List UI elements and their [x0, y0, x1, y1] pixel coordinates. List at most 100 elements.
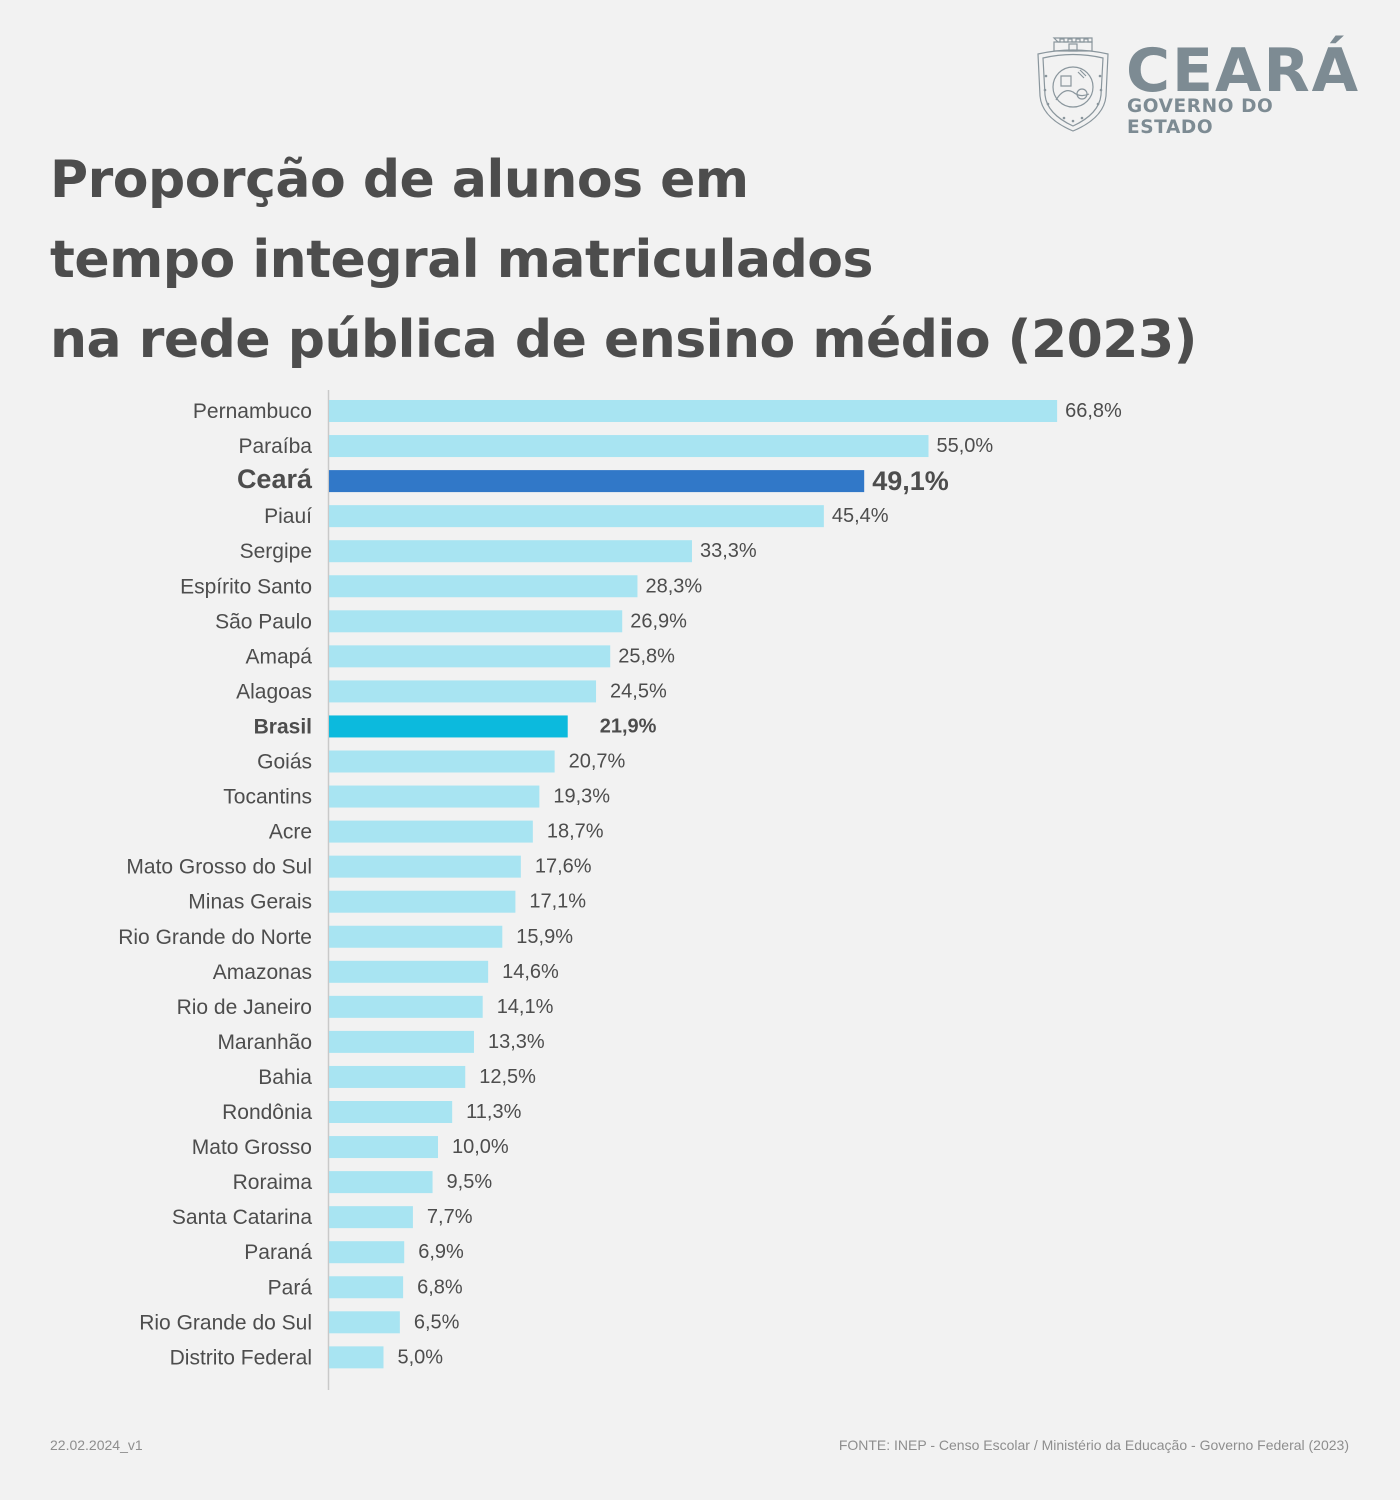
- category-label: Piauí: [264, 505, 312, 528]
- bar: [329, 1206, 413, 1229]
- bar: [329, 715, 568, 738]
- category-label: Rondônia: [222, 1101, 312, 1124]
- bar: [329, 1346, 384, 1369]
- category-label: Sergipe: [240, 540, 312, 563]
- ceara-coat-of-arms-icon: [1037, 37, 1109, 132]
- bar: [329, 1311, 400, 1334]
- category-label: Santa Catarina: [172, 1206, 312, 1229]
- category-label: Mato Grosso do Sul: [126, 856, 312, 879]
- title-line-2: tempo integral matriculados: [50, 230, 873, 290]
- bar-row-alagoas: Alagoas 24,5%: [236, 680, 667, 703]
- title-line-1: Proporção de alunos em: [50, 150, 749, 210]
- value-label: 55,0%: [937, 435, 994, 457]
- bar: [329, 1276, 404, 1299]
- category-label: Distrito Federal: [170, 1346, 312, 1369]
- bar-row-pernambuco: Pernambuco 66,8%: [193, 400, 1122, 423]
- ceara-logo: CEARÁ GOVERNO DO ESTADO: [1034, 32, 1358, 138]
- category-label: Rio Grande do Norte: [118, 926, 312, 949]
- bar: [329, 435, 929, 458]
- bar: [329, 1030, 474, 1053]
- bar: [329, 1241, 405, 1264]
- category-label: Minas Gerais: [188, 891, 312, 914]
- bar: [329, 610, 623, 633]
- bar-row-rio-de-janeiro: Rio de Janeiro 14,1%: [177, 995, 554, 1019]
- value-label: 10,0%: [452, 1136, 509, 1158]
- bar-row-sergipe: Sergipe 33,3%: [240, 540, 757, 563]
- bar-row-paraiba: Paraíba 55,0%: [238, 435, 993, 458]
- value-label: 13,3%: [488, 1031, 545, 1053]
- value-label: 14,6%: [502, 961, 559, 983]
- bar-row-bahia: Bahia 12,5%: [258, 1065, 536, 1089]
- category-label: Paraíba: [238, 435, 312, 458]
- value-label: 25,8%: [618, 645, 675, 667]
- bar-row-maranhao: Maranhão 13,3%: [217, 1030, 545, 1054]
- bar-row-minas-gerais: Minas Gerais 17,1%: [188, 890, 586, 914]
- value-label: 19,3%: [553, 786, 610, 808]
- bar: [329, 1171, 433, 1194]
- bar-row-rondonia: Rondônia 11,3%: [222, 1101, 522, 1124]
- category-label: Tocantins: [223, 786, 312, 809]
- bar-row-santa-catarina: Santa Catarina 7,7%: [172, 1206, 473, 1229]
- category-label: São Paulo: [215, 610, 312, 633]
- bar-row-goias: Goiás 20,7%: [257, 750, 626, 774]
- bar: [329, 785, 540, 808]
- value-label: 5,0%: [398, 1346, 444, 1368]
- bar: [329, 1136, 438, 1159]
- value-label: 15,9%: [516, 926, 573, 948]
- bar-row-distrito-federal: Distrito Federal 5,0%: [170, 1346, 444, 1369]
- title-line-3: na rede pública de ensino médio (2023): [50, 310, 1197, 370]
- source-label: FONTE: INEP - Censo Escolar / Ministério…: [838, 1437, 1349, 1453]
- bar: [329, 1101, 453, 1123]
- value-label: 66,8%: [1065, 400, 1122, 422]
- bar: [329, 680, 597, 703]
- bar-row-para: Pará 6,8%: [268, 1276, 463, 1299]
- bar-row-brasil: Brasil 21,9%: [254, 715, 657, 738]
- bar: [329, 960, 489, 983]
- bar: [329, 645, 611, 668]
- bar-row-espirito-santo: Espírito Santo 28,3%: [180, 575, 702, 598]
- bar: [329, 855, 521, 878]
- bar-row-piaui: Piauí 45,4%: [264, 505, 889, 528]
- bar-row-rio-grande-do-sul: Rio Grande do Sul 6,5%: [139, 1311, 460, 1334]
- bar: [329, 400, 1058, 422]
- bar-chart: Pernambuco 66,8% Paraíba 55,0% Ceará 49,1% Pia…: [118, 390, 1122, 1390]
- value-label: 7,7%: [427, 1206, 473, 1228]
- bar-row-rio-grande-do-norte: Rio Grande do Norte 15,9%: [118, 925, 573, 949]
- category-label: Mato Grosso: [192, 1136, 312, 1159]
- category-label: Goiás: [257, 751, 312, 774]
- logo-subtitle: GOVERNO DO ESTADO: [1127, 96, 1274, 138]
- value-label: 45,4%: [832, 505, 889, 527]
- category-label: Espírito Santo: [180, 575, 312, 598]
- value-label: 17,6%: [535, 856, 592, 878]
- bar-row-parana: Paraná 6,9%: [244, 1241, 464, 1264]
- value-label: 11,3%: [466, 1101, 521, 1123]
- bar: [329, 750, 555, 773]
- category-label: Ceará: [237, 464, 313, 494]
- category-label: Rio Grande do Sul: [139, 1311, 312, 1334]
- bar-row-sao-paulo: São Paulo 26,9%: [215, 610, 687, 633]
- value-label: 17,1%: [529, 891, 586, 913]
- bar-row-mato-grosso-do-sul: Mato Grosso do Sul 17,6%: [126, 855, 592, 879]
- category-label: Bahia: [258, 1066, 312, 1089]
- category-label: Rio de Janeiro: [177, 996, 312, 1019]
- value-label: 49,1%: [872, 466, 949, 496]
- category-label: Amapá: [245, 645, 312, 668]
- bar: [329, 820, 533, 843]
- chart-title: Proporção de alunos em tempo integral ma…: [50, 140, 1197, 380]
- version-label: 22.02.2024_v1: [50, 1437, 143, 1453]
- value-label: 6,9%: [418, 1241, 464, 1263]
- bar: [329, 505, 824, 528]
- bar-row-acre: Acre 18,7%: [269, 820, 604, 844]
- category-label: Alagoas: [236, 680, 312, 703]
- value-label: 24,5%: [610, 680, 667, 702]
- bar-row-tocantins: Tocantins 19,3%: [223, 785, 610, 809]
- value-label: 12,5%: [479, 1066, 536, 1088]
- category-label: Brasil: [254, 715, 312, 738]
- value-label: 6,8%: [417, 1276, 463, 1298]
- bar-row-mato-grosso: Mato Grosso 10,0%: [192, 1136, 509, 1159]
- category-label: Pará: [268, 1276, 313, 1299]
- bar-row-amazonas: Amazonas 14,6%: [213, 960, 559, 984]
- value-label: 18,7%: [547, 821, 604, 843]
- value-label: 28,3%: [645, 575, 702, 597]
- bar: [329, 470, 865, 493]
